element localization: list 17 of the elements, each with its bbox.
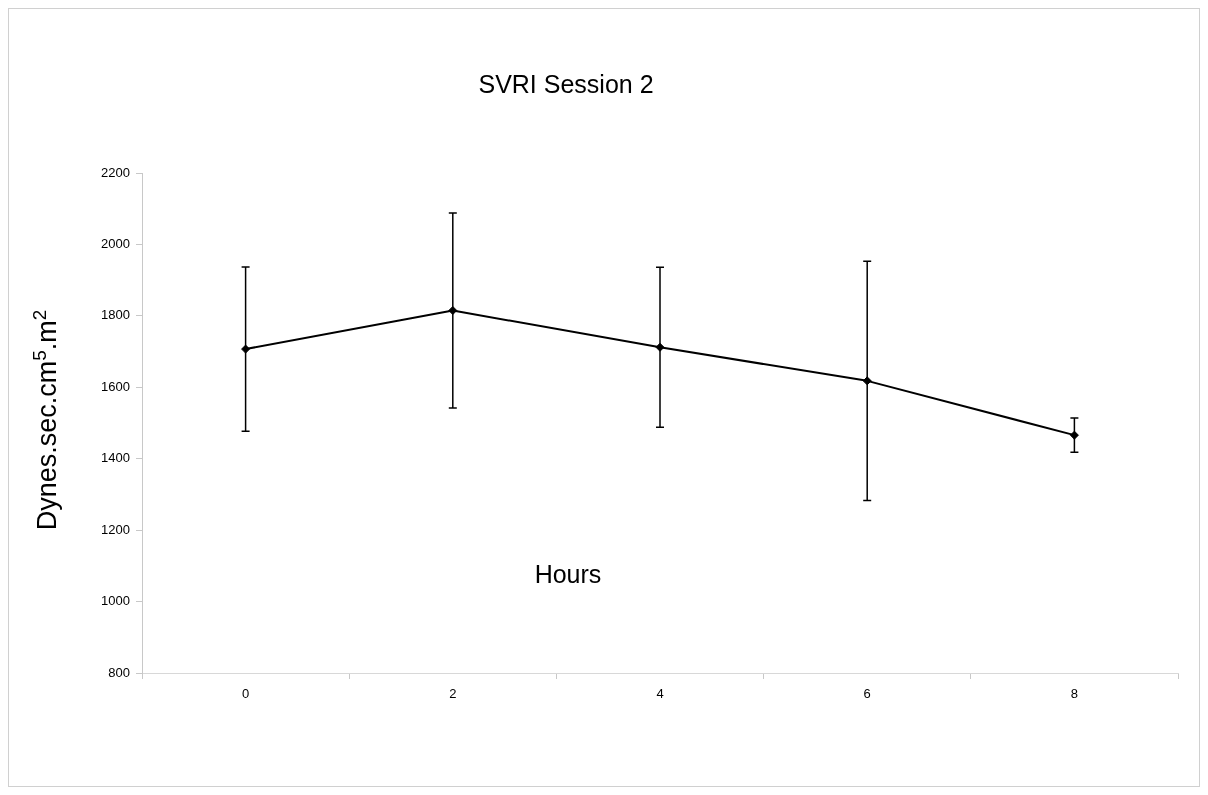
x-axis-title: Hours [533,560,603,589]
x-tick-label: 2 [449,686,457,702]
y-tick-label: 1400 [101,450,130,466]
x-tick-label: 0 [241,686,250,702]
y-tick-label: 2200 [101,164,130,180]
point [1069,430,1079,440]
x-tick-label: 4 [656,686,664,702]
y-tick-label: 1800 [101,307,130,323]
y-tick-label: 1000 [101,593,130,609]
y-tick-label: 800 [108,664,130,680]
y-tick-label: 1600 [101,378,130,394]
y-tick-label: 1200 [101,521,130,537]
x-tick-label: 8 [1070,686,1079,702]
point [241,344,251,354]
x-tick-label: 6 [863,686,871,702]
chart-title: SVRI Session 2 [477,70,655,99]
y-tick-label: 2000 [101,236,130,252]
